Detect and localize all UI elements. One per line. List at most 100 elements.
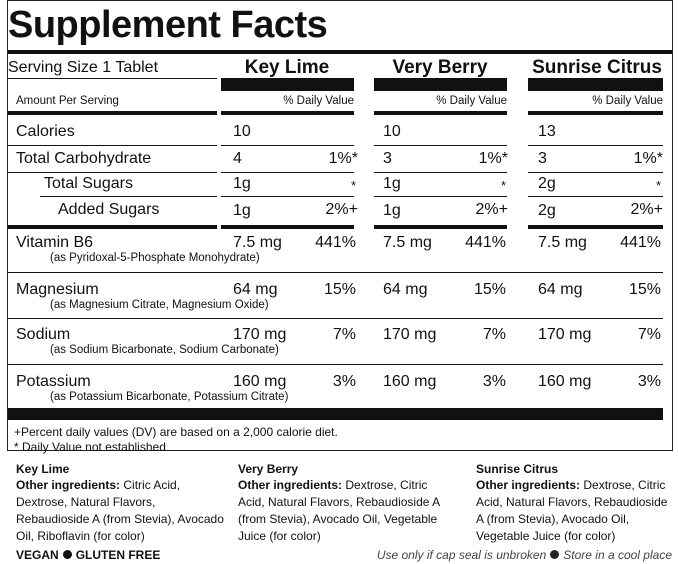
row-total-sugars-dv-sunrise-citrus: * [655,178,661,193]
claim-vegan: VEGAN [16,548,59,562]
row-divider [8,272,663,273]
bullet-dot-icon [62,550,72,559]
column-bar-key-lime [221,78,354,91]
section-rule-very-berry [374,225,507,229]
row-total-carbohydrate-dv-very-berry: 1%* [478,150,508,167]
row-total-carbohydrate-amount-sunrise-citrus: 3 [538,150,547,167]
row-sodium-source: (as Sodium Bicarbonate, Sodium Carbonate… [50,344,279,356]
footnote-percent-daily-values: +Percent daily values (DV) are based on … [14,425,338,439]
row-potassium-source: (as Potassium Bicarbonate, Potassium Cit… [50,391,289,403]
row-total-carbohydrate-dv-key-lime: 1%* [328,150,358,167]
row-calories-amount-very-berry: 10 [383,123,401,140]
row-total-carbohydrate-label: Total Carbohydrate [16,150,152,167]
panel-title: Supplement Facts [8,4,328,46]
header-rule-very-berry [374,111,507,115]
row-added-sugars-amount-key-lime: 1g [233,202,251,219]
section-rule-sunrise-citrus [528,225,663,229]
row-divider [528,145,663,146]
row-sodium-amount-key-lime: 170 mg [233,326,287,343]
row-divider [8,172,217,173]
row-divider [374,145,507,146]
daily-value-header-key-lime: % Daily Value [283,95,354,107]
row-divider [528,196,663,197]
row-sodium-label: Sodium [16,326,71,343]
bottom-rule [8,408,663,420]
row-total-sugars-amount-sunrise-citrus: 2g [538,175,556,192]
row-vitamin-b6-dv-sunrise-citrus: 441% [620,234,661,251]
ingredients-key-lime: Other ingredients: Citric Acid, Dextrose… [16,477,231,545]
row-divider [528,172,663,173]
row-sodium-dv-very-berry: 7% [482,326,506,343]
row-calories-amount-key-lime: 10 [233,123,251,140]
notice-cap-seal: Use only if cap seal is unbroken [376,548,547,562]
ingredients-sunrise-citrus-label: Other ingredients: [476,478,581,492]
row-divider [8,145,217,146]
header-rule-left [8,111,217,115]
row-added-sugars-label: Added Sugars [58,201,160,218]
row-potassium-dv-sunrise-citrus: 3% [637,373,661,390]
ingredients-sunrise-citrus: Other ingredients: Dextrose, Citric Acid… [476,477,676,545]
column-bar-sunrise-citrus [528,78,663,91]
row-added-sugars-dv-key-lime: 2%+ [325,201,358,218]
column-header-sunrise-citrus: Sunrise Citrus [532,57,662,78]
row-divider [40,196,217,197]
ingredients-sunrise-citrus-text: Dextrose, Citric Acid, Natural Flavors, … [476,478,668,543]
row-divider [374,196,507,197]
row-total-sugars-amount-key-lime: 1g [233,175,251,192]
row-vitamin-b6-dv-key-lime: 441% [315,234,356,251]
row-calories-label: Calories [16,123,75,140]
section-rule-key-lime [221,225,354,229]
claim-gluten-free: GLUTEN FREE [75,548,161,562]
row-magnesium-dv-sunrise-citrus: 15% [628,281,661,298]
row-divider [221,172,354,173]
row-sodium-dv-sunrise-citrus: 7% [637,326,661,343]
row-divider [221,145,354,146]
notice-store-cool: Store in a cool place [563,548,672,562]
section-rule-left [8,225,217,229]
row-total-sugars-dv-very-berry: * [500,178,506,193]
row-vitamin-b6-source: (as Pyridoxal-5-Phosphate Monohydrate) [50,252,260,264]
supplement-facts-panel [7,0,673,451]
row-potassium-amount-sunrise-citrus: 160 mg [538,373,592,390]
ingredients-very-berry-flavor: Very Berry [238,462,299,476]
ingredients-key-lime-label: Other ingredients: [16,478,121,492]
ingredients-very-berry-label: Other ingredients: [238,478,343,492]
dietary-claims: VEGAN GLUTEN FREE [16,548,160,562]
row-vitamin-b6-amount-very-berry: 7.5 mg [383,234,432,251]
row-potassium-label: Potassium [16,373,91,390]
row-total-sugars-dv-key-lime: * [350,178,356,193]
row-magnesium-amount-key-lime: 64 mg [233,281,278,298]
row-magnesium-label: Magnesium [16,281,99,298]
column-header-very-berry: Very Berry [392,57,488,78]
row-vitamin-b6-dv-very-berry: 441% [465,234,506,251]
ingredients-very-berry: Other ingredients: Dextrose, Citric Acid… [238,477,448,545]
title-rule [8,50,672,54]
row-sodium-dv-key-lime: 7% [332,326,356,343]
header-rule-sunrise-citrus [528,111,663,115]
bullet-dot-icon [550,550,560,559]
ingredients-key-lime-text: Citric Acid, Dextrose, Natural Flavors, … [16,478,224,543]
row-potassium-dv-very-berry: 3% [482,373,506,390]
row-divider [8,364,663,365]
row-total-carbohydrate-amount-very-berry: 3 [383,150,392,167]
row-potassium-amount-key-lime: 160 mg [233,373,287,390]
row-vitamin-b6-amount-sunrise-citrus: 7.5 mg [538,234,587,251]
row-vitamin-b6-amount-key-lime: 7.5 mg [233,234,282,251]
row-added-sugars-dv-sunrise-citrus: 2%+ [630,201,663,218]
column-bar-very-berry [374,78,507,91]
row-potassium-amount-very-berry: 160 mg [383,373,437,390]
daily-value-header-very-berry: % Daily Value [436,95,507,107]
row-divider [8,318,663,319]
daily-value-header-sunrise-citrus: % Daily Value [592,95,663,107]
row-total-sugars-amount-very-berry: 1g [383,175,401,192]
ingredients-key-lime-flavor: Key Lime [16,462,70,476]
column-header-key-lime: Key Lime [244,57,330,78]
row-added-sugars-dv-very-berry: 2%+ [475,201,508,218]
row-total-carbohydrate-amount-key-lime: 4 [233,150,242,167]
row-divider [221,196,354,197]
footnote-daily-value-not-established: * Daily Value not established [14,440,166,454]
storage-notices: Use only if cap seal is unbroken Store in… [377,548,672,562]
row-magnesium-amount-very-berry: 64 mg [383,281,428,298]
serving-size: Serving Size 1 Tablet [8,59,159,76]
row-added-sugars-amount-very-berry: 1g [383,202,401,219]
